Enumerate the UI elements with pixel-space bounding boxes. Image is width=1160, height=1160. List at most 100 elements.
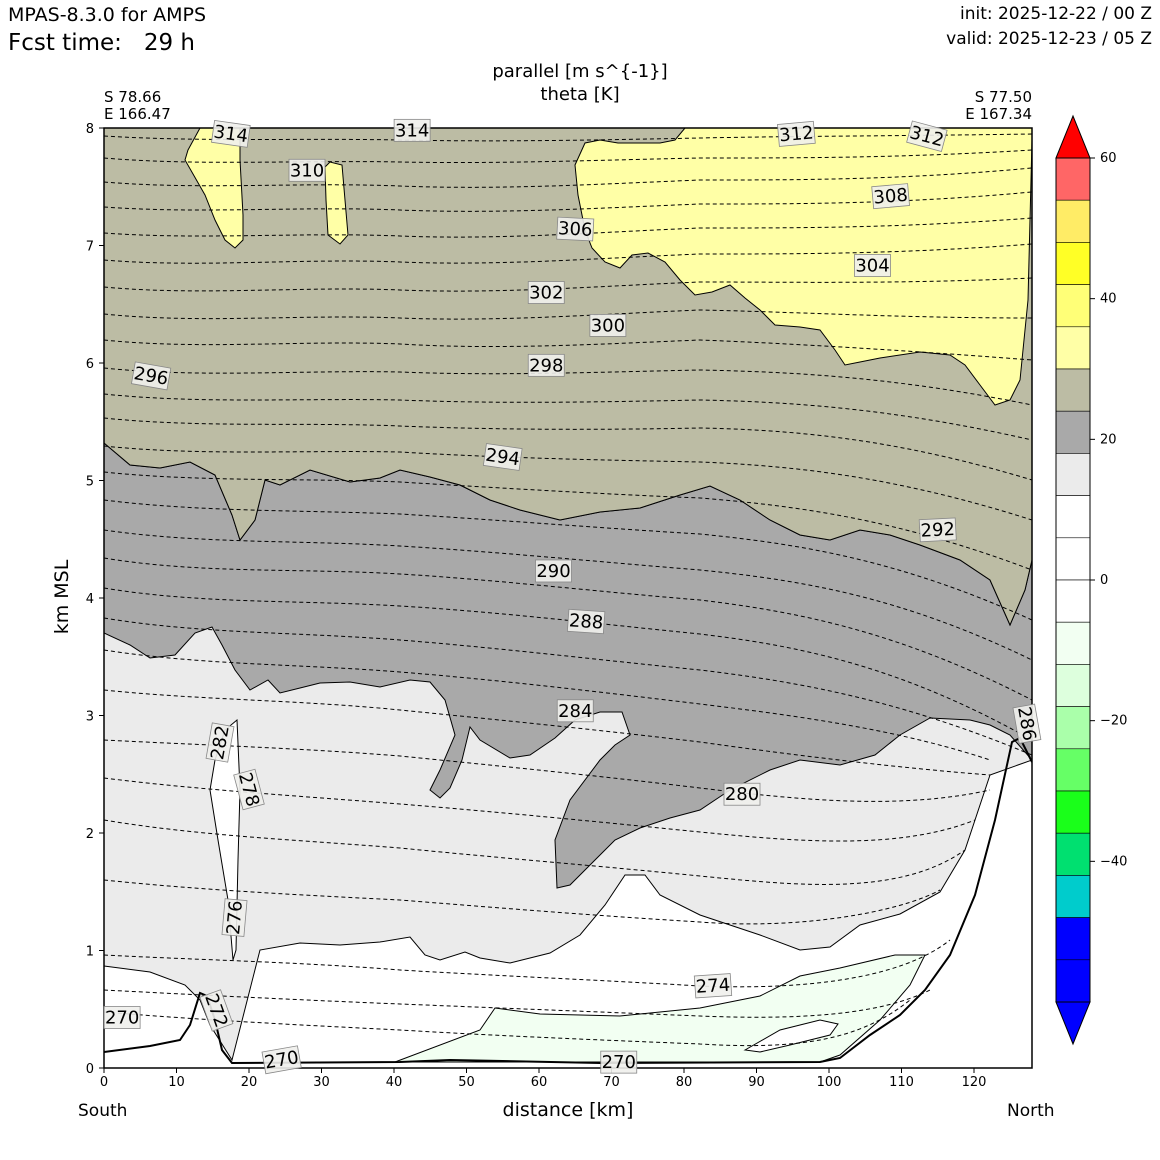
theta-label: 280	[723, 782, 761, 806]
region-yellow-main	[574, 128, 1032, 406]
colorbar-segment	[1055, 748, 1091, 792]
theta-label-text: 270	[105, 1007, 139, 1028]
colorbar-segment	[1055, 157, 1091, 201]
colorbar-segment	[1055, 284, 1091, 328]
theta-label: 304	[854, 254, 891, 277]
theta-label-box	[566, 608, 606, 635]
theta-label: 314	[211, 120, 251, 148]
left-lat: S 78.66	[104, 88, 162, 106]
theta-label-box	[589, 313, 627, 337]
theta-label-text: 308	[873, 185, 909, 209]
x-end-label-south: South	[78, 1101, 128, 1121]
theta-label: 276	[221, 898, 248, 937]
x-tick-label: 50	[458, 1075, 475, 1090]
theta-label: 288	[566, 608, 606, 635]
theta-label-box	[918, 517, 957, 543]
theta-label-text: 298	[529, 355, 563, 376]
theta-label-box	[261, 1045, 302, 1075]
theta-label-text: 292	[920, 519, 955, 542]
colorbar-tick-label: −40	[1100, 854, 1127, 869]
theta-label-box	[211, 120, 251, 148]
theta-label-box	[233, 768, 265, 811]
theta-label-box	[527, 281, 565, 304]
theta-label: 274	[693, 973, 733, 999]
theta-label: 306	[556, 216, 595, 242]
x-tick-label: 0	[100, 1075, 108, 1090]
x-tick-label: 90	[748, 1075, 765, 1090]
chart-title-line1: parallel [m s^{-1}]	[492, 61, 668, 82]
colorbar-tick-label: −20	[1100, 714, 1127, 729]
colorbar-segment	[1055, 621, 1091, 665]
x-tick-label: 70	[603, 1075, 620, 1090]
theta-label: 294	[482, 443, 523, 471]
colorbar-extend-high	[1055, 114, 1091, 159]
right-lat: S 77.50	[974, 88, 1032, 106]
theta-label: 298	[527, 353, 565, 377]
theta-label-box	[288, 158, 326, 182]
theta-label-text: 270	[263, 1047, 300, 1074]
theta-label-text: 310	[290, 160, 324, 181]
init-time: init: 2025-12-22 / 00 Z	[959, 4, 1152, 24]
theta-label-box	[527, 353, 565, 377]
theta-label-box	[556, 699, 594, 723]
theta-label-text: 300	[591, 315, 625, 336]
x-tick-label: 100	[817, 1075, 842, 1090]
y-tick-label: 8	[86, 122, 94, 137]
x-end-label-north: North	[1007, 1101, 1055, 1121]
theta-label-box	[556, 216, 595, 242]
x-tick-label: 120	[962, 1075, 987, 1090]
colorbar-segment	[1055, 495, 1091, 539]
theta-label-text: 314	[212, 122, 249, 148]
x-axis-label: distance [km]	[502, 1099, 634, 1121]
colorbar-segment	[1055, 875, 1091, 918]
theta-label-text: 306	[558, 218, 593, 241]
theta-label-box	[221, 898, 248, 937]
theta-label: 270	[600, 1050, 638, 1074]
theta-label: 312	[777, 120, 816, 147]
colorbar-segment	[1055, 579, 1091, 623]
theta-label-box	[393, 118, 431, 142]
x-tick-label: 10	[168, 1075, 185, 1090]
colorbar-tick-label: 60	[1100, 151, 1117, 166]
theta-label-text: 288	[568, 610, 604, 633]
colorbar-segment	[1055, 242, 1091, 285]
colorbar-segment	[1055, 832, 1091, 876]
theta-label-box	[1012, 703, 1042, 744]
theta-label-box	[205, 722, 235, 763]
y-axis-label: km MSL	[51, 559, 73, 635]
theta-label-text: 284	[558, 701, 592, 722]
colorbar-extend-low	[1055, 1001, 1091, 1046]
theta-label-text: 270	[602, 1052, 636, 1073]
right-endpoint-coords: S 77.50 E 167.34	[965, 89, 1032, 123]
y-tick-label: 3	[86, 710, 94, 725]
region-yellow-mid	[324, 161, 349, 245]
theta-label-box	[482, 443, 523, 471]
theta-label: 302	[527, 281, 565, 304]
theta-label: 284	[556, 699, 594, 723]
colorbar-segment	[1055, 410, 1091, 454]
theta-label-box	[854, 254, 891, 277]
x-tick-label: 40	[386, 1075, 403, 1090]
theta-label: 290	[535, 559, 572, 583]
theta-label-box	[906, 120, 948, 152]
terrain-outline	[104, 736, 1032, 1065]
colorbar-segment	[1055, 368, 1091, 412]
colorbar-segment	[1055, 537, 1091, 581]
theta-label-box	[871, 183, 910, 210]
y-tick-label: 1	[86, 945, 94, 960]
theta-label-text: 304	[855, 255, 889, 276]
theta-label: 282	[205, 722, 235, 763]
theta-label-text: 274	[695, 975, 731, 998]
colorbar-segment	[1055, 706, 1091, 750]
y-tick-label: 4	[86, 592, 94, 607]
theta-label-box	[535, 559, 572, 583]
theta-label-box	[199, 989, 234, 1032]
model-title: MPAS-8.3.0 for AMPS	[8, 4, 207, 26]
y-tick-label: 7	[86, 240, 94, 255]
theta-label-text: 314	[395, 120, 429, 141]
x-tick-label: 80	[676, 1075, 693, 1090]
valid-time: valid: 2025-12-23 / 05 Z	[946, 29, 1152, 49]
theta-label: 292	[918, 517, 957, 543]
colorbar-tick-label: 20	[1100, 432, 1117, 447]
theta-label: 286	[1012, 703, 1042, 744]
